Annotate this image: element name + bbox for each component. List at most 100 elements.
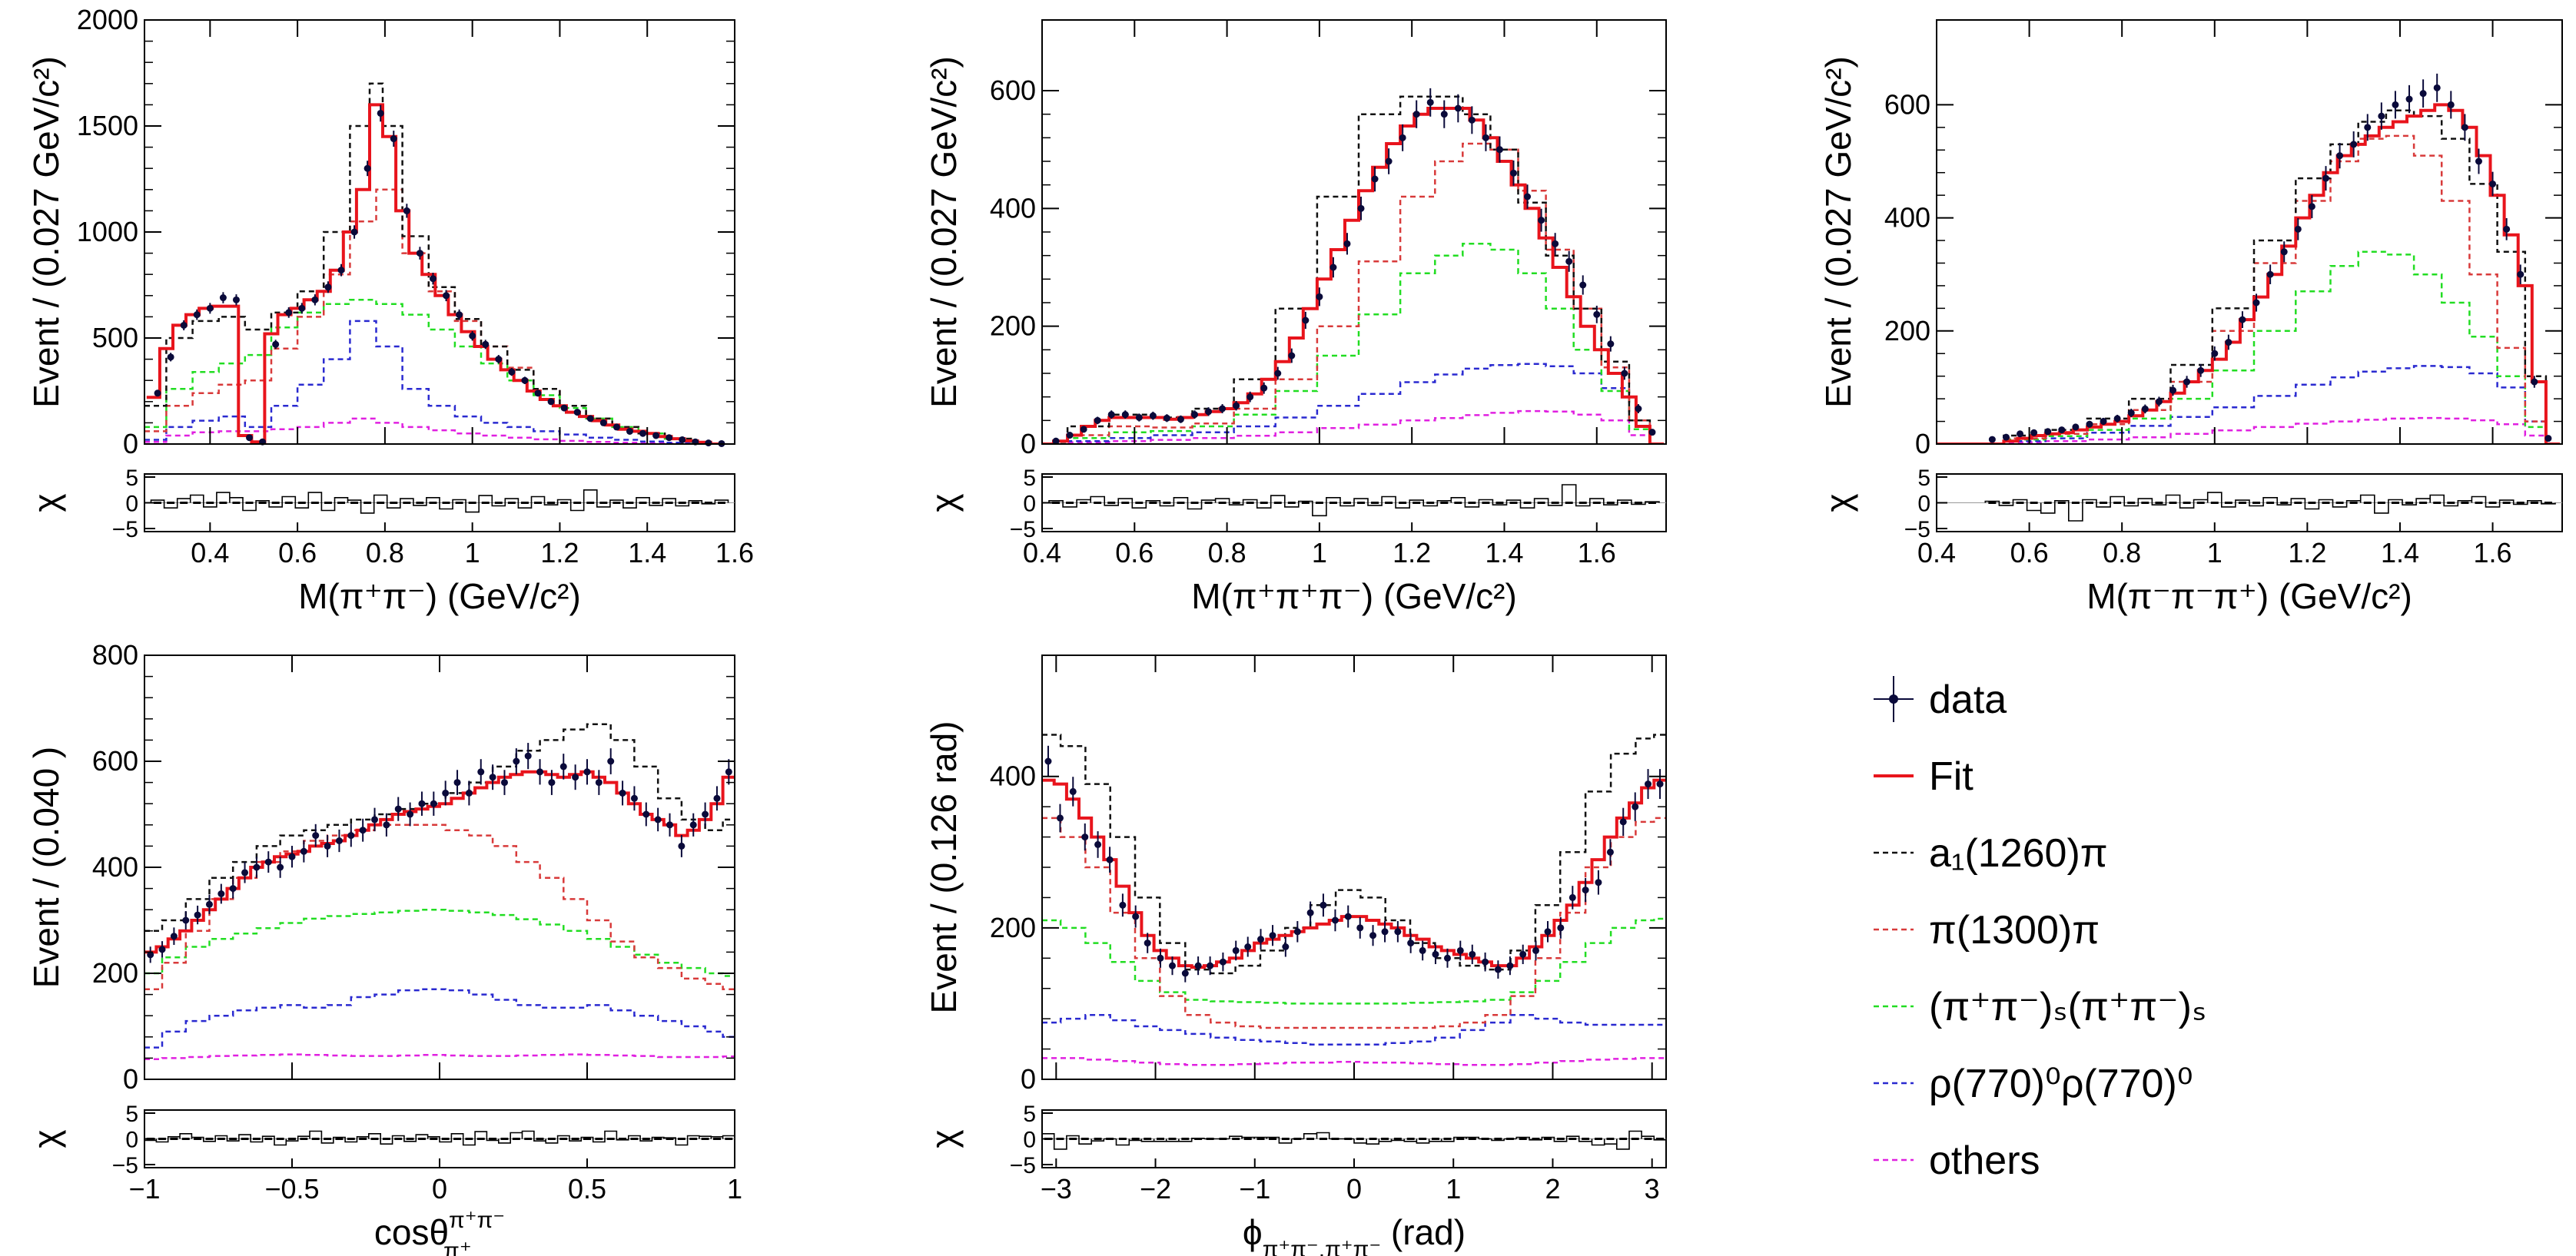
series-swave-phi bbox=[1042, 917, 1666, 1005]
data-marker bbox=[1205, 408, 1213, 416]
pull-tick-label: 5 bbox=[125, 1102, 138, 1127]
x-tick-label: 0 bbox=[1346, 1173, 1362, 1205]
data-point bbox=[489, 764, 496, 790]
data-point bbox=[147, 946, 154, 963]
data-marker bbox=[1135, 414, 1143, 421]
data-point bbox=[1302, 311, 1310, 330]
data-marker bbox=[442, 789, 450, 797]
data-point bbox=[1121, 410, 1129, 419]
data-marker bbox=[713, 794, 721, 802]
data-point bbox=[205, 894, 213, 914]
data-point bbox=[1320, 893, 1327, 917]
data-point bbox=[547, 398, 555, 406]
data-point bbox=[407, 802, 414, 827]
data-marker bbox=[371, 816, 379, 824]
x-tick-label: 1 bbox=[2207, 537, 2222, 568]
x-tick-label: 1.4 bbox=[1485, 537, 1523, 568]
data-point bbox=[1426, 88, 1434, 117]
data-marker bbox=[639, 429, 647, 437]
data-point bbox=[288, 846, 296, 868]
data-point bbox=[2294, 217, 2302, 240]
y-tick-label: 400 bbox=[990, 761, 1036, 792]
y-tick-label: 500 bbox=[92, 322, 138, 353]
data-point bbox=[1412, 100, 1420, 128]
data-point bbox=[1107, 410, 1115, 419]
data-point bbox=[1582, 877, 1589, 903]
y-tick-label: 400 bbox=[990, 192, 1036, 224]
data-point bbox=[2239, 311, 2246, 328]
data-marker bbox=[1357, 204, 1365, 212]
data-marker bbox=[2280, 248, 2288, 256]
data-point bbox=[1621, 366, 1628, 380]
data-point bbox=[2169, 384, 2177, 396]
data-point bbox=[1344, 905, 1352, 928]
pull-tick-label: −5 bbox=[112, 1153, 138, 1178]
data-point bbox=[1135, 413, 1143, 422]
data-point bbox=[2127, 409, 2135, 417]
data-point bbox=[453, 770, 461, 795]
y-tick-label: 0 bbox=[123, 428, 138, 459]
data-point bbox=[1595, 870, 1602, 895]
data-point bbox=[560, 404, 568, 412]
data-marker bbox=[1635, 405, 1642, 413]
data-marker bbox=[2183, 378, 2191, 386]
y-tick-label: 200 bbox=[990, 912, 1036, 943]
x-tick-label: 3 bbox=[1645, 1173, 1660, 1205]
x-axis-label: cosθπ⁺π⁻ π⁺ bbox=[374, 1208, 505, 1256]
x-tick-label: 0.8 bbox=[1208, 537, 1247, 568]
data-marker bbox=[1219, 405, 1227, 413]
data-marker bbox=[1094, 416, 1101, 424]
data-point bbox=[1207, 956, 1214, 976]
data-point bbox=[1247, 391, 1254, 403]
y-axis-label: Event / (0.027 GeV/c²) bbox=[1818, 56, 1858, 408]
data-marker bbox=[335, 837, 343, 844]
y-tick-label: 200 bbox=[92, 957, 138, 989]
data-marker bbox=[689, 821, 697, 829]
data-marker bbox=[180, 321, 188, 329]
data-point bbox=[469, 331, 476, 341]
x-tick-label: 1.2 bbox=[540, 537, 579, 568]
data-marker bbox=[489, 774, 496, 781]
data-marker bbox=[1419, 946, 1426, 954]
data-marker bbox=[453, 779, 461, 787]
x-tick-label: 1 bbox=[727, 1173, 742, 1205]
data-point bbox=[442, 780, 450, 806]
data-point bbox=[2308, 194, 2315, 218]
data-point bbox=[713, 786, 721, 811]
x-axis-label-sub: π⁺π⁻,π⁺π⁻ bbox=[1263, 1237, 1381, 1256]
data-point bbox=[1269, 925, 1276, 946]
series-rhorho-phi bbox=[1042, 1013, 1666, 1046]
data-point bbox=[1538, 208, 1545, 232]
legend-label: others bbox=[1929, 1138, 2040, 1183]
data-points-mpipipi_pp bbox=[1052, 88, 1656, 445]
data-point bbox=[2392, 91, 2399, 119]
data-point bbox=[1357, 197, 1365, 220]
data-point bbox=[1544, 921, 1552, 943]
data-marker bbox=[2336, 152, 2344, 160]
data-marker bbox=[1510, 169, 1518, 177]
legend-item-swave: (π⁺π⁻)ₛ(π⁺π⁻)ₛ bbox=[1874, 985, 2206, 1029]
series-fit-costheta bbox=[144, 770, 735, 954]
y-tick-label: 0 bbox=[123, 1063, 138, 1095]
data-marker bbox=[377, 109, 384, 117]
data-point bbox=[1635, 404, 1642, 413]
x-tick-label: 0.6 bbox=[2010, 537, 2049, 568]
data-point bbox=[1219, 952, 1227, 972]
data-point bbox=[371, 807, 379, 832]
data-point bbox=[2266, 264, 2274, 284]
legend-item-others: others bbox=[1874, 1138, 2040, 1183]
pull-tick-label: 0 bbox=[125, 492, 138, 517]
data-point bbox=[2280, 241, 2288, 263]
data-marker bbox=[2030, 429, 2038, 436]
data-point bbox=[521, 376, 529, 384]
pull-tick-label: 5 bbox=[1023, 466, 1036, 491]
y-tick-label: 1000 bbox=[77, 216, 138, 247]
data-marker bbox=[2350, 141, 2358, 148]
x-tick-label: 1.4 bbox=[628, 537, 666, 568]
y-axis-label: Event / (0.027 GeV/c²) bbox=[26, 56, 66, 408]
data-point bbox=[666, 813, 674, 837]
series-others-phi bbox=[1042, 1057, 1666, 1066]
data-marker bbox=[2544, 435, 2552, 442]
data-marker bbox=[1331, 916, 1339, 924]
data-point bbox=[1381, 921, 1389, 943]
